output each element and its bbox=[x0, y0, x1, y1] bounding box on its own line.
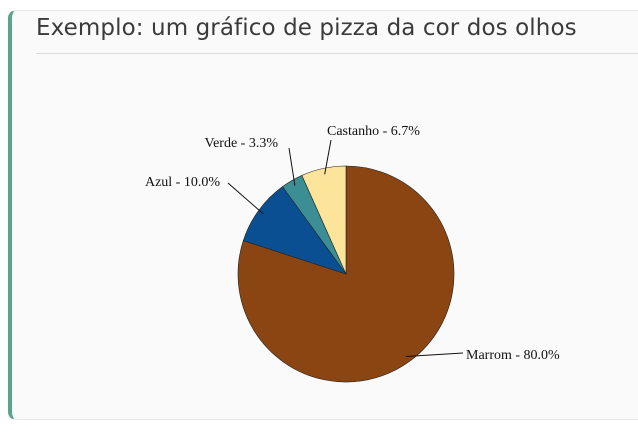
slice-label-castanho: Castanho - 6.7% bbox=[327, 124, 420, 139]
title-divider bbox=[36, 53, 638, 54]
leader-line-verde bbox=[288, 147, 296, 186]
slice-label-marrom: Marrom - 80.0% bbox=[466, 348, 560, 363]
slice-label-azul: Azul - 10.0% bbox=[145, 175, 220, 190]
slice-label-verde: Verde - 3.3% bbox=[205, 136, 279, 151]
card-title: Exemplo: um gráfico de pizza da cor dos … bbox=[36, 15, 577, 41]
leader-line-castanho bbox=[324, 139, 332, 175]
pie-slice-marrom bbox=[237, 165, 455, 383]
leader-line-marrom bbox=[405, 352, 464, 358]
leader-line-azul bbox=[227, 182, 264, 215]
pie-slice-castanho bbox=[301, 165, 347, 275]
